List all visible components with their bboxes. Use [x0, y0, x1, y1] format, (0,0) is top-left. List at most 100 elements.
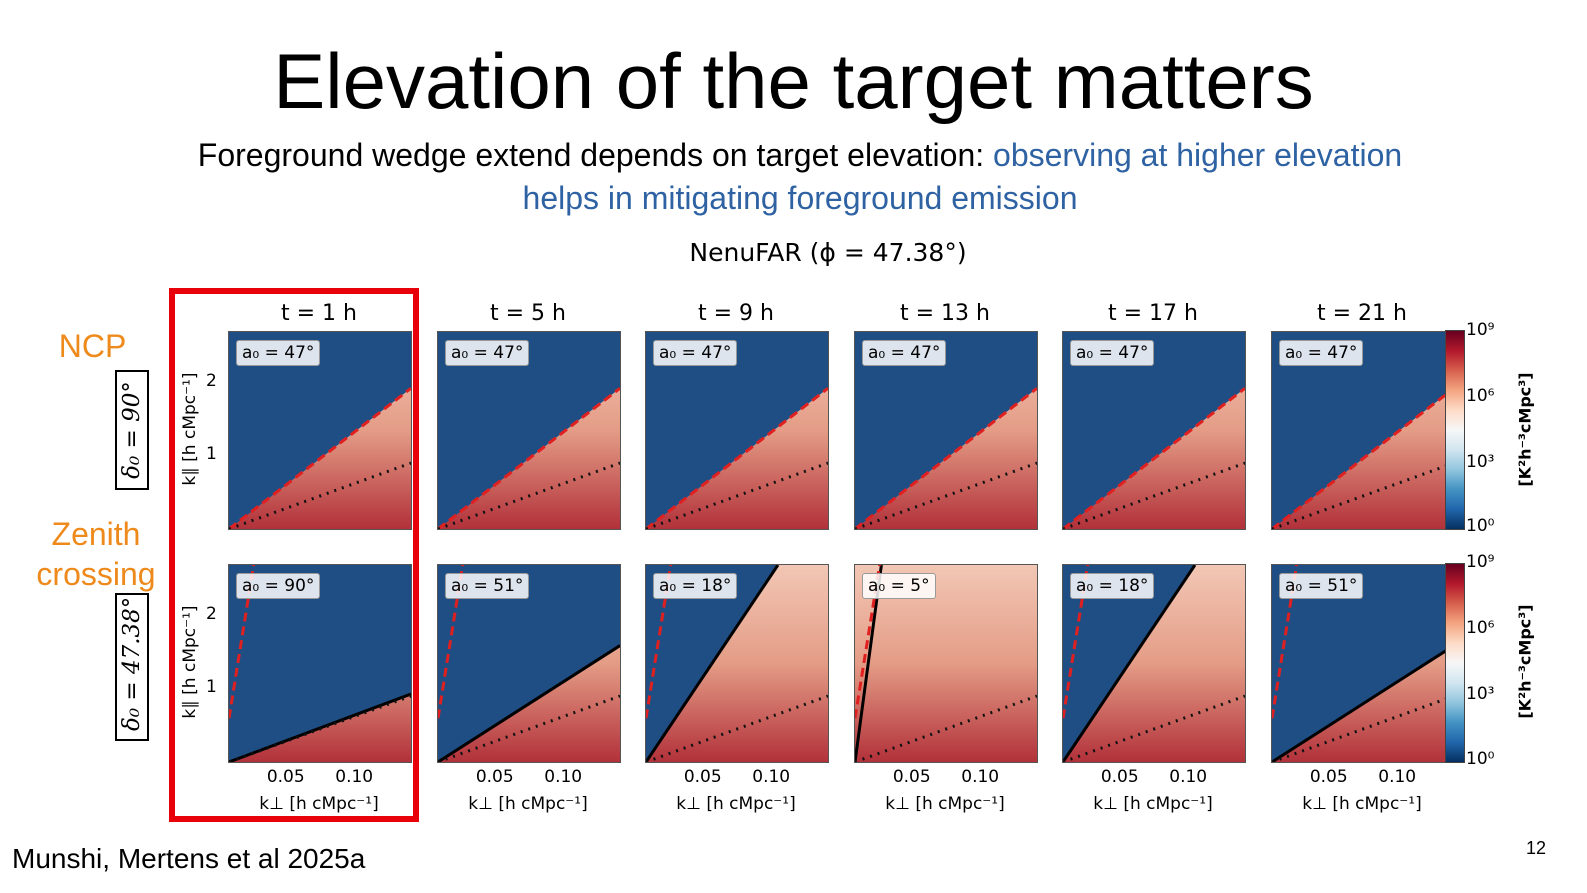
wedge-line	[1063, 387, 1245, 529]
x-axis-label: k⊥ [h cMpc⁻¹]	[885, 794, 1005, 814]
colorbar-row2	[1445, 563, 1465, 763]
primary-beam-line	[1272, 461, 1454, 529]
primary-beam-line	[1063, 461, 1245, 529]
heatmap-clean-window	[646, 332, 828, 529]
colorbar-row1	[1445, 330, 1465, 530]
figure-title: NenuFAR (ϕ = 47.38°)	[689, 238, 967, 267]
primary-beam-line	[855, 461, 1037, 529]
elevation-annotation: a₀ = 51°	[445, 573, 530, 599]
cb1-tick-1e9: 10⁹	[1466, 320, 1495, 340]
declination-label-zenith: δ₀ = 47.38°	[115, 593, 149, 741]
column-title: t = 5 h	[490, 301, 566, 326]
cb2-tick-1e0: 10⁰	[1466, 749, 1495, 769]
primary-beam-line	[229, 461, 411, 529]
primary-beam-line	[438, 694, 620, 762]
column-title: t = 17 h	[1108, 301, 1198, 326]
elevation-annotation: a₀ = 5°	[862, 573, 936, 599]
elevation-annotation: a₀ = 47°	[236, 340, 321, 366]
wedge-line	[646, 387, 828, 529]
page-number: 12	[1526, 838, 1547, 858]
heatmap-clean-window	[646, 565, 828, 762]
heatmap-panel	[1062, 331, 1246, 530]
citation: Munshi, Mertens et al 2025a	[12, 843, 366, 874]
elevation-annotation: a₀ = 18°	[1070, 573, 1155, 599]
x-tick-label: 0.05	[266, 767, 305, 787]
x-tick-label: 0.05	[683, 767, 722, 787]
heatmap-clean-window	[1272, 565, 1454, 762]
wedge-line	[646, 565, 780, 762]
elevation-annotation: a₀ = 47°	[862, 340, 947, 366]
y-axis-label: k∥ [h cMpc⁻¹]	[180, 372, 200, 486]
elevation-annotation: a₀ = 47°	[653, 340, 738, 366]
cb2-tick-1e9: 10⁹	[1466, 552, 1495, 572]
wedge-line	[1063, 565, 1197, 762]
x-tick-label: 0.10	[752, 767, 791, 787]
heatmap-clean-window	[229, 332, 411, 529]
elevation-annotation: a₀ = 47°	[1070, 340, 1155, 366]
row-label-ncp: NCP	[58, 328, 127, 364]
primary-beam-line	[438, 461, 620, 529]
heatmap-clean-window	[1272, 332, 1454, 529]
primary-beam-line	[855, 694, 1037, 762]
x-tick-label: 0.05	[892, 767, 931, 787]
cb2-label: [K²h⁻³cMpc³]	[1515, 604, 1535, 719]
elevation-annotation: a₀ = 47°	[445, 340, 530, 366]
heatmap-clean-window	[438, 565, 620, 762]
x-tick-label: 0.05	[475, 767, 514, 787]
cb1-tick-1e3: 10³	[1466, 452, 1495, 472]
x-tick-label: 0.05	[1309, 767, 1348, 787]
primary-beam-line	[1063, 694, 1245, 762]
x-axis-label: k⊥ [h cMpc⁻¹]	[1093, 794, 1213, 814]
heatmap-panel	[1271, 564, 1455, 763]
x-tick-label: 0.10	[1378, 767, 1417, 787]
primary-beam-line	[646, 461, 828, 529]
elevation-annotation: a₀ = 18°	[653, 573, 738, 599]
wedge-line	[438, 387, 620, 529]
x-axis-label: k⊥ [h cMpc⁻¹]	[1302, 794, 1422, 814]
primary-beam-line	[229, 694, 411, 762]
heatmap-clean-window	[855, 332, 1037, 529]
wedge-line	[229, 387, 411, 529]
x-axis-label: k⊥ [h cMpc⁻¹]	[676, 794, 796, 814]
primary-beam-line	[1272, 694, 1454, 762]
cb1-tick-1e0: 10⁰	[1466, 516, 1495, 536]
x-tick-label: 0.10	[1169, 767, 1208, 787]
slide-subtitle: Foreground wedge extend depends on targe…	[160, 134, 1440, 220]
subtitle-black: Foreground wedge extend depends on targe…	[197, 137, 994, 173]
subtitle-highlight: observing at higher elevation helps in m…	[522, 137, 1403, 216]
highlight-box	[169, 288, 419, 822]
slide-title: Elevation of the target matters	[273, 37, 1314, 125]
x-tick-label: 0.10	[544, 767, 583, 787]
wedge-line	[1272, 644, 1454, 762]
y-tick-label: 2	[206, 371, 217, 392]
heatmap-clean-window	[229, 565, 411, 762]
wedge-line	[438, 644, 620, 762]
y-axis-label: k∥ [h cMpc⁻¹]	[180, 605, 200, 719]
x-axis-label: k⊥ [h cMpc⁻¹]	[259, 794, 379, 814]
column-title: t = 13 h	[900, 301, 990, 326]
column-title: t = 9 h	[698, 301, 774, 326]
primary-beam-line	[646, 694, 828, 762]
x-axis-label: k⊥ [h cMpc⁻¹]	[468, 794, 588, 814]
cb1-tick-1e6: 10⁶	[1466, 386, 1495, 406]
y-tick-label: 1	[206, 444, 217, 465]
declination-label-ncp: δ₀ = 90°	[115, 370, 149, 490]
elevation-annotation: a₀ = 51°	[1279, 573, 1364, 599]
heatmap-panel	[645, 564, 829, 763]
y-tick-label: 1	[206, 677, 217, 698]
y-tick-label: 2	[206, 604, 217, 625]
x-tick-label: 0.10	[961, 767, 1000, 787]
column-title: t = 21 h	[1317, 301, 1407, 326]
elevation-annotation: a₀ = 90°	[236, 573, 321, 599]
wedge-line	[1272, 387, 1454, 529]
column-title: t = 1 h	[281, 301, 357, 326]
heatmap-clean-window	[1063, 332, 1245, 529]
wedge-line	[855, 387, 1037, 529]
x-tick-label: 0.10	[335, 767, 374, 787]
heatmap-clean-window	[1063, 565, 1245, 762]
elevation-annotation: a₀ = 47°	[1279, 340, 1364, 366]
x-tick-label: 0.05	[1100, 767, 1139, 787]
row-label-zenith: Zenith crossing	[36, 516, 156, 592]
cb1-label: [K²h⁻³cMpc³]	[1515, 372, 1535, 487]
cb2-tick-1e6: 10⁶	[1466, 618, 1495, 638]
